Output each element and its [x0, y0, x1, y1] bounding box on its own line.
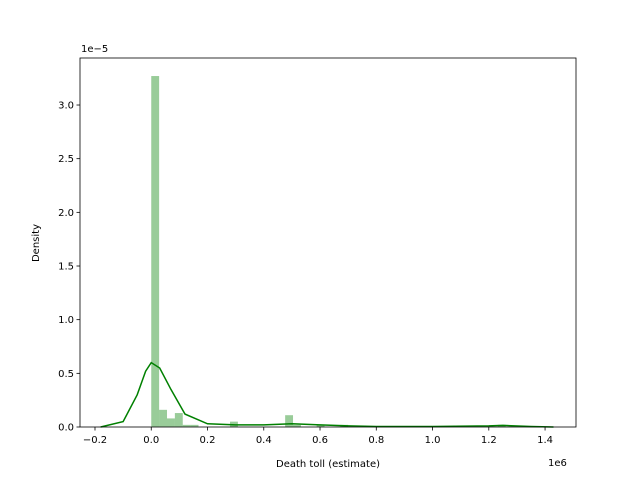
- x-tick-label: 1.0: [425, 435, 441, 446]
- x-tick-label: −0.2: [83, 435, 107, 446]
- y-tick-label: 2.0: [58, 208, 74, 219]
- x-axis-label: Death toll (estimate): [276, 459, 380, 470]
- bar: [167, 418, 175, 427]
- x-tick-label: 0.6: [312, 435, 328, 446]
- bar: [285, 415, 294, 427]
- y-tick-label: 0.0: [58, 423, 74, 434]
- bar: [293, 424, 301, 427]
- y-tick-label: 1.0: [58, 315, 74, 326]
- kde-line: [100, 361, 554, 428]
- x-tick-label: 1.4: [537, 435, 553, 446]
- x-tick-label: 0.8: [368, 435, 384, 446]
- bar: [151, 76, 160, 428]
- x-tick-label: 0.4: [256, 435, 272, 446]
- plot-frame: [79, 57, 577, 428]
- bar: [174, 413, 183, 427]
- x-offset-label: 1e6: [548, 458, 567, 469]
- x-tick-label: 0.2: [200, 435, 216, 446]
- x-tick-label: 1.2: [481, 435, 497, 446]
- bar: [159, 409, 168, 427]
- y-tick-label: 0.5: [58, 369, 74, 380]
- y-tick-label: 1.5: [58, 262, 74, 273]
- y-tick-label: 3.0: [58, 101, 74, 112]
- y-offset-label: 1e−5: [81, 44, 108, 55]
- y-axis-label: Density: [31, 224, 42, 262]
- bar: [316, 424, 325, 427]
- x-tick-label: 0.0: [143, 435, 159, 446]
- y-tick-label: 2.5: [58, 154, 74, 165]
- bar: [182, 424, 191, 427]
- bar: [190, 424, 199, 427]
